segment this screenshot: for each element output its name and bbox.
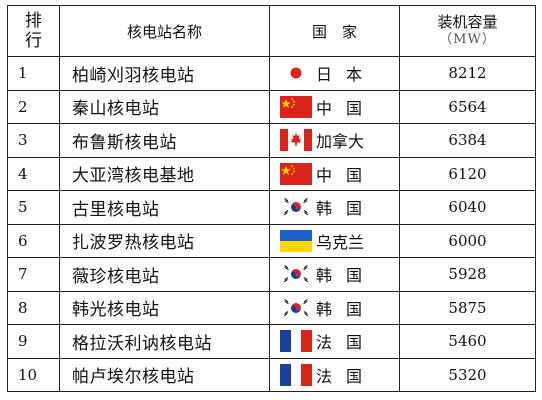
- country-cell: 韩国: [269, 190, 400, 225]
- capacity-cell: 5320: [399, 357, 536, 392]
- header-capacity: 装机容量 （MW）: [399, 5, 536, 57]
- korea-flag-icon: [280, 196, 312, 219]
- rank-cell: 3: [7, 123, 60, 158]
- table-row: 10 帕卢埃尔核电站 法国 5320: [7, 357, 536, 392]
- plant-name-cell: 格拉沃利讷核电站: [59, 324, 270, 359]
- plant-name-cell: 秦山核电站: [59, 89, 270, 124]
- capacity-cell: 5460: [399, 324, 536, 359]
- country-cell: 韩国: [269, 290, 400, 325]
- country-name: 中国: [316, 165, 377, 185]
- country-name: 法国: [316, 366, 377, 386]
- table-row: 3 布鲁斯核电站 加拿大 6384: [7, 123, 536, 158]
- china-flag-icon: [280, 95, 312, 118]
- japan-flag-icon: [280, 62, 312, 85]
- country-cell: 中国: [269, 89, 400, 124]
- france-flag-icon: [280, 330, 312, 353]
- table-row: 7 薇珍核电站 韩国 5928: [7, 257, 536, 292]
- header-country: 国 家: [269, 5, 400, 57]
- rank-cell: 6: [7, 223, 60, 258]
- rank-cell: 1: [7, 56, 60, 91]
- france-flag-icon: [280, 363, 312, 386]
- capacity-cell: 8212: [399, 56, 536, 91]
- capacity-cell: 6384: [399, 123, 536, 158]
- china-flag-icon: [280, 162, 312, 185]
- plant-name-cell: 帕卢埃尔核电站: [59, 357, 270, 392]
- header-rank: 排行: [7, 5, 60, 57]
- country-cell: 乌克兰: [269, 223, 400, 258]
- nuclear-plant-ranking-table: 排行 核电站名称 国 家 装机容量 （MW） 1 柏崎刈羽核电站 日本 8212…: [7, 5, 536, 392]
- country-name: 韩国: [316, 199, 377, 219]
- plant-name-cell: 薇珍核电站: [59, 257, 270, 292]
- header-capacity-label: 装机容量: [437, 13, 498, 31]
- country-cell: 日本: [269, 56, 400, 91]
- country-cell: 韩国: [269, 257, 400, 292]
- country-cell: 中国: [269, 156, 400, 191]
- korea-flag-icon: [280, 296, 312, 319]
- ukraine-flag-icon: [280, 229, 312, 252]
- table-row: 5 古里核电站 韩国 6040: [7, 190, 536, 225]
- table-row: 1 柏崎刈羽核电站 日本 8212: [7, 56, 536, 91]
- rank-cell: 10: [7, 357, 60, 392]
- header-capacity-unit: （MW）: [439, 32, 496, 47]
- plant-name-cell: 韩光核电站: [59, 290, 270, 325]
- country-cell: 加拿大: [269, 123, 400, 158]
- rank-cell: 5: [7, 190, 60, 225]
- table-row: 4 大亚湾核电基地 中国 6120: [7, 156, 536, 191]
- table-row: 6 扎波罗热核电站 乌克兰 6000: [7, 223, 536, 258]
- country-name: 乌克兰: [316, 232, 365, 252]
- table-row: 9 格拉沃利讷核电站 法国 5460: [7, 324, 536, 359]
- country-name: 中国: [316, 98, 377, 118]
- plant-name-cell: 大亚湾核电基地: [59, 156, 270, 191]
- country-name: 加拿大: [316, 132, 365, 152]
- header-rank-label: 排行: [25, 11, 42, 51]
- capacity-cell: 5928: [399, 257, 536, 292]
- capacity-cell: 6564: [399, 89, 536, 124]
- canada-flag-icon: [280, 129, 312, 152]
- plant-name-cell: 柏崎刈羽核电站: [59, 56, 270, 91]
- capacity-cell: 6120: [399, 156, 536, 191]
- capacity-cell: 6040: [399, 190, 536, 225]
- country-name: 韩国: [316, 266, 377, 286]
- header-name: 核电站名称: [59, 5, 270, 57]
- rank-cell: 7: [7, 257, 60, 292]
- capacity-cell: 6000: [399, 223, 536, 258]
- table-header-row: 排行 核电站名称 国 家 装机容量 （MW）: [7, 5, 536, 57]
- plant-name-cell: 布鲁斯核电站: [59, 123, 270, 158]
- table-row: 8 韩光核电站 韩国 5875: [7, 290, 536, 325]
- rank-cell: 2: [7, 89, 60, 124]
- plant-name-cell: 古里核电站: [59, 190, 270, 225]
- korea-flag-icon: [280, 263, 312, 286]
- rank-cell: 9: [7, 324, 60, 359]
- country-name: 韩国: [316, 299, 377, 319]
- country-cell: 法国: [269, 357, 400, 392]
- country-name: 法国: [316, 333, 377, 353]
- plant-name-cell: 扎波罗热核电站: [59, 223, 270, 258]
- rank-cell: 4: [7, 156, 60, 191]
- country-cell: 法国: [269, 324, 400, 359]
- capacity-cell: 5875: [399, 290, 536, 325]
- country-name: 日本: [316, 65, 377, 85]
- rank-cell: 8: [7, 290, 60, 325]
- table-row: 2 秦山核电站 中国 6564: [7, 89, 536, 124]
